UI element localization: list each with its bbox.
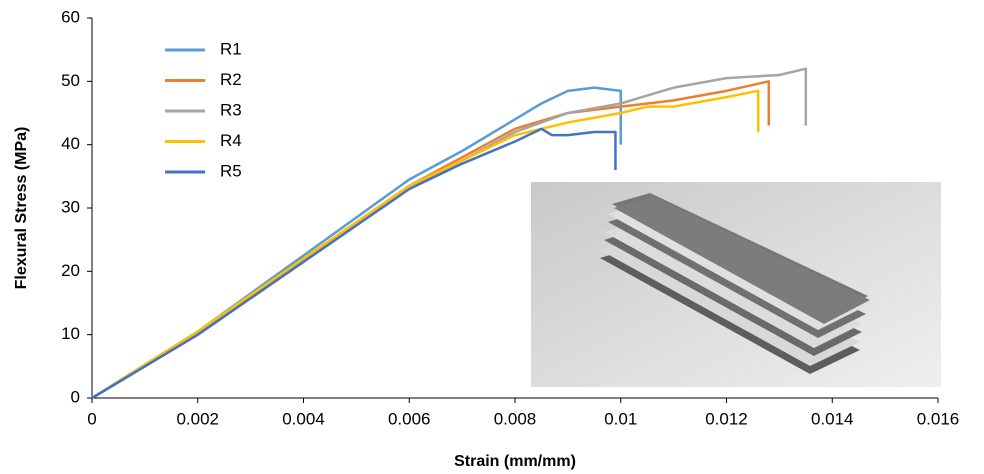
- x-tick-label: 0.01: [604, 409, 637, 428]
- x-tick-label: 0.004: [282, 409, 325, 428]
- legend-label: R5: [220, 161, 242, 180]
- legend-label: R4: [220, 131, 242, 150]
- series-line: [91, 127, 617, 400]
- x-tick-label: 0.002: [176, 409, 219, 428]
- x-axis-title: Strain (mm/mm): [454, 453, 576, 470]
- legend-label: R3: [220, 100, 242, 119]
- y-tick-label: 50: [61, 71, 80, 90]
- y-tick-label: 0: [71, 387, 80, 406]
- x-tick-label: 0: [87, 409, 96, 428]
- y-axis-title: Flexural Stress (MPa): [13, 127, 30, 290]
- x-tick-label: 0.008: [494, 409, 537, 428]
- series-line: [91, 86, 622, 400]
- x-tick-label: 0.016: [917, 409, 960, 428]
- series-line: [91, 89, 760, 400]
- inset-photo: [531, 182, 941, 387]
- x-tick-label: 0.012: [705, 409, 748, 428]
- legend-label: R1: [220, 39, 242, 58]
- y-tick-label: 10: [61, 324, 80, 343]
- y-tick-label: 40: [61, 134, 80, 153]
- y-tick-label: 20: [61, 261, 80, 280]
- y-tick-label: 60: [61, 7, 80, 26]
- legend-label: R2: [220, 70, 242, 89]
- y-tick-label: 30: [61, 197, 80, 216]
- x-tick-label: 0.006: [388, 409, 431, 428]
- x-tick-label: 0.014: [811, 409, 854, 428]
